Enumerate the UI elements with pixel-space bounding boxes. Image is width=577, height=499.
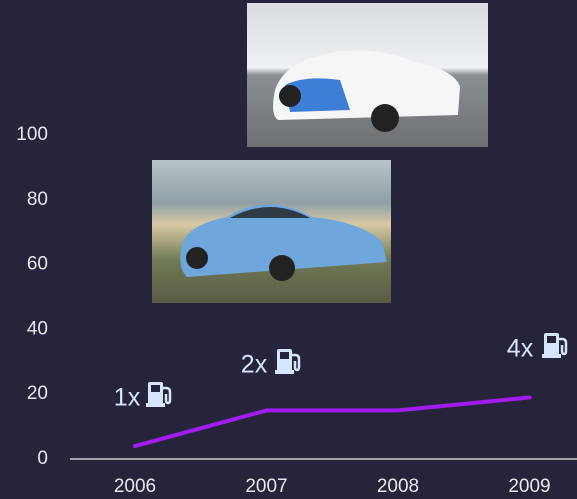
fuel-icon bbox=[275, 349, 299, 374]
y-tick-label: 0 bbox=[37, 448, 48, 469]
fuel-icon bbox=[542, 333, 566, 358]
y-tick-label: 100 bbox=[16, 124, 48, 145]
page: {"chart_data": {"type": "line", "categor… bbox=[0, 0, 577, 499]
x-tick-label: 2008 bbox=[377, 476, 419, 497]
x-tick-label: 2007 bbox=[245, 476, 287, 497]
photo-rx8 bbox=[247, 3, 488, 147]
line-series bbox=[135, 397, 530, 446]
y-tick-label: 60 bbox=[27, 254, 48, 275]
y-tick-label: 80 bbox=[27, 189, 48, 210]
chart: 0 20 40 60 80 100 2006 2007 2008 2009 1x 2x 4x bbox=[0, 0, 577, 499]
x-tick-label: 2009 bbox=[508, 476, 550, 497]
annotation: 2x bbox=[241, 351, 268, 379]
photo-prius bbox=[152, 160, 391, 303]
y-tick-label: 20 bbox=[27, 383, 48, 404]
annotation: 1x bbox=[114, 384, 141, 412]
fuel-icon bbox=[146, 382, 170, 407]
x-tick-label: 2006 bbox=[114, 476, 156, 497]
y-tick-label: 40 bbox=[27, 318, 48, 339]
annotation: 4x bbox=[507, 335, 534, 363]
